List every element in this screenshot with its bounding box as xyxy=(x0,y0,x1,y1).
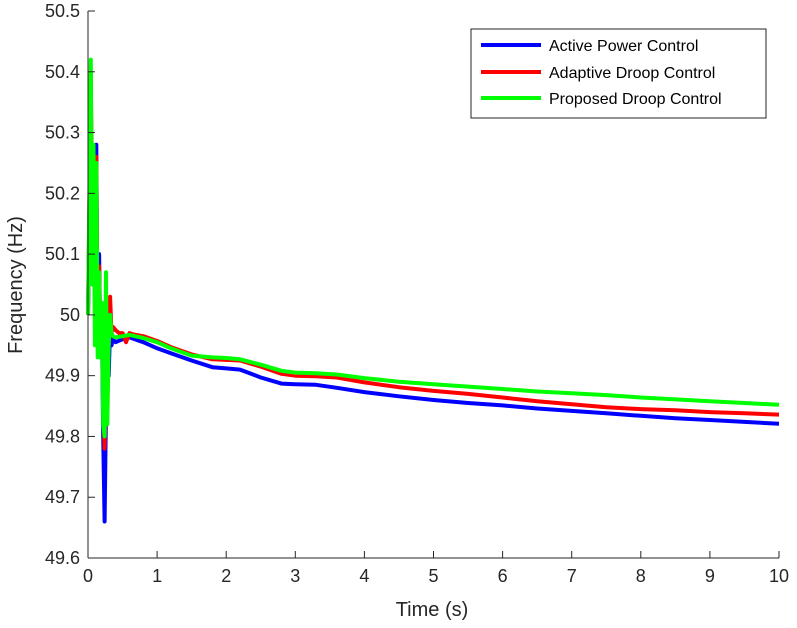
y-tick-label: 50 xyxy=(60,305,80,325)
y-tick-label: 50.4 xyxy=(45,62,80,82)
y-tick-label: 49.7 xyxy=(45,487,80,507)
x-tick-label: 7 xyxy=(567,566,577,586)
y-tick-label: 49.8 xyxy=(45,426,80,446)
y-tick-label: 49.9 xyxy=(45,366,80,386)
x-ticks: 0 1 2 3 4 5 6 7 8 9 10 xyxy=(83,551,789,586)
x-tick-label: 1 xyxy=(152,566,162,586)
series-layer xyxy=(86,57,780,524)
y-tick-label: 50.3 xyxy=(45,123,80,143)
x-tick-label: 0 xyxy=(83,566,93,586)
x-tick-label: 3 xyxy=(290,566,300,586)
y-ticks: 49.6 49.7 49.8 49.9 50 50.1 50.2 50.3 50.4 50.5 xyxy=(45,1,95,568)
x-tick-label: 9 xyxy=(705,566,715,586)
x-tick-label: 4 xyxy=(359,566,369,586)
series-line-proposed-droop-control xyxy=(86,57,780,439)
x-tick-label: 8 xyxy=(636,566,646,586)
y-tick-label: 50.1 xyxy=(45,244,80,264)
y-tick-label: 50.5 xyxy=(45,1,80,21)
y-tick-label: 49.6 xyxy=(45,548,80,568)
x-tick-label: 10 xyxy=(769,566,789,586)
legend-label-adaptive-droop: Adaptive Droop Control xyxy=(549,65,715,82)
legend-label-active-power: Active Power Control xyxy=(549,38,698,55)
legend: Active Power Control Adaptive Droop Cont… xyxy=(470,28,767,119)
x-tick-label: 2 xyxy=(221,566,231,586)
legend-label-proposed-droop: Proposed Droop Control xyxy=(549,91,722,108)
x-tick-label: 5 xyxy=(428,566,438,586)
y-axis-label: Frequency (Hz) xyxy=(5,216,27,354)
x-tick-label: 6 xyxy=(498,566,508,586)
x-axis-label: Time (s) xyxy=(396,599,469,621)
y-tick-label: 50.2 xyxy=(45,183,80,203)
